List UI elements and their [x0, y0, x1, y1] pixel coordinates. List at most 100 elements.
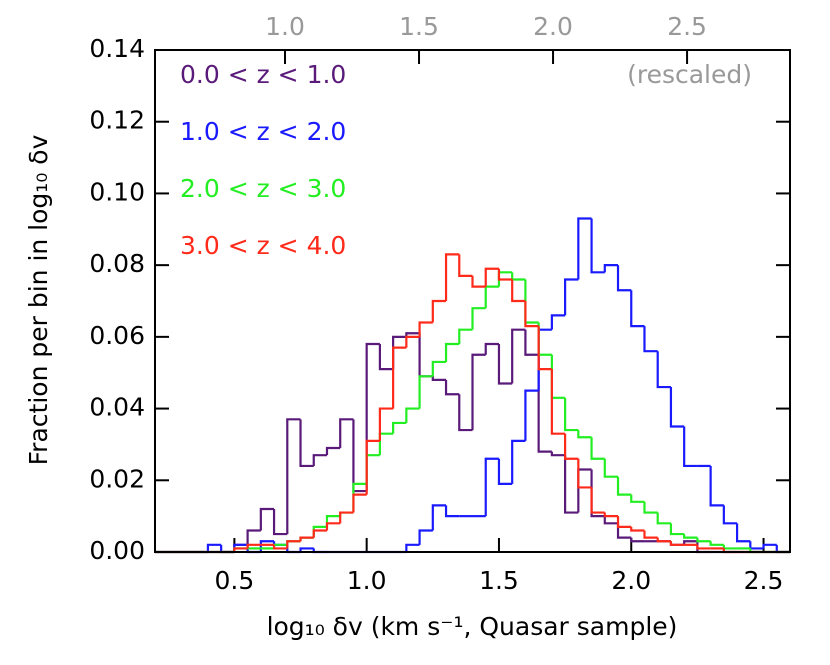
- histogram-bin: [286, 544, 301, 554]
- histogram-bin: [392, 335, 407, 370]
- histogram-bin: [735, 523, 751, 543]
- histogram-bin: [458, 394, 473, 432]
- histogram-bin: [537, 326, 552, 371]
- histogram-bin: [603, 516, 619, 525]
- histogram-bin: [564, 433, 579, 460]
- histogram-bin: [511, 439, 526, 484]
- histogram-bin: [550, 451, 566, 457]
- histogram-bin: [471, 275, 486, 288]
- histogram-bin: [352, 493, 367, 513]
- histogram-bin: [484, 285, 499, 309]
- histogram-bin: [511, 328, 526, 384]
- x-axis-label: log₁₀ δv (km s⁻¹, Quasar sample): [267, 612, 678, 641]
- y-axis-label: Fraction per bin in log₁₀ δv: [24, 134, 53, 465]
- histogram-bin: [286, 540, 301, 549]
- histogram-bin: [683, 426, 698, 468]
- histogram-bin: [656, 351, 671, 389]
- histogram-bin: [325, 515, 341, 527]
- histogram-bin: [511, 272, 526, 281]
- histogram-bin: [630, 290, 645, 328]
- histogram-bin: [590, 469, 605, 518]
- histogram-bin: [577, 430, 592, 439]
- histogram-bin: [696, 537, 711, 543]
- y-tick-label: 0.00: [89, 536, 145, 565]
- histogram-bin: [418, 529, 433, 545]
- histogram-bin: [616, 265, 632, 292]
- histogram-bin: [418, 375, 433, 409]
- histogram-bin: [683, 534, 698, 539]
- x-tick-label: 1.0: [347, 566, 387, 595]
- histogram-bin: [484, 457, 499, 517]
- y-tick-label: 0.02: [89, 464, 145, 493]
- histogram-bin: [590, 218, 605, 274]
- histogram-bin: [339, 511, 354, 524]
- histogram-bin: [669, 523, 685, 536]
- histogram-bin: [272, 508, 288, 536]
- histogram-bin: [365, 342, 380, 492]
- histogram-bin: [484, 267, 499, 287]
- histogram-bin: [392, 421, 407, 434]
- x-tick-label: 0.5: [214, 566, 254, 595]
- histogram-bin: [405, 407, 420, 423]
- histogram-bin: [312, 454, 327, 466]
- histogram-bin: [431, 504, 447, 531]
- histogram-bin: [643, 501, 658, 514]
- histogram-bin: [643, 326, 658, 353]
- histogram-bin: [577, 217, 592, 280]
- histogram-bin: [444, 253, 460, 301]
- histogram-bin: [643, 530, 658, 539]
- histogram-bin: [616, 523, 632, 539]
- legend-label: 3.0 < z < 4.0: [180, 231, 346, 260]
- histogram-bin: [656, 512, 671, 525]
- histogram-bin: [616, 476, 632, 496]
- histogram-bin: [683, 540, 698, 545]
- histogram-bin: [524, 389, 539, 441]
- histogram-bin: [564, 455, 579, 514]
- histogram-bin: [246, 543, 261, 549]
- histogram-bin: [259, 540, 275, 552]
- histogram-bin: [272, 544, 288, 550]
- histogram-bin: [378, 344, 394, 371]
- x-tick-label: 2.0: [611, 566, 651, 595]
- histogram-bin: [537, 328, 552, 391]
- histogram-bin: [550, 314, 566, 330]
- histogram-bin: [669, 541, 685, 546]
- histogram-bin: [286, 418, 301, 535]
- y-tick-label: 0.04: [89, 393, 145, 422]
- histogram-bin: [709, 465, 724, 507]
- histogram-bin: [497, 268, 513, 281]
- histogram-bin: [378, 407, 394, 441]
- y-tick-label: 0.12: [89, 106, 145, 135]
- histogram-bin: [497, 344, 513, 385]
- y-tick-label: 0.08: [89, 249, 145, 278]
- histogram-bin: [564, 278, 579, 316]
- histogram-bin: [418, 321, 433, 337]
- histogram-bin: [709, 541, 724, 546]
- histogram-bin: [299, 547, 314, 552]
- histogram-bin: [511, 279, 526, 303]
- histogram-bin: [431, 376, 447, 381]
- histogram-bin: [762, 543, 777, 549]
- histogram-bin: [590, 437, 605, 460]
- histogram-bin: [656, 537, 671, 543]
- histogram-bin: [418, 333, 433, 378]
- histogram-bin: [603, 458, 619, 478]
- histogram-bin: [630, 526, 645, 532]
- histogram-bin: [590, 487, 605, 514]
- histogram-bin: [246, 529, 261, 545]
- histogram-bin: [431, 299, 447, 323]
- histogram-bin: [325, 446, 341, 456]
- legend-label: 2.0 < z < 3.0: [180, 174, 346, 203]
- histogram-bin: [577, 458, 592, 489]
- legend-label: 0.0 < z < 1.0: [180, 60, 346, 89]
- histogram-bin: [550, 369, 566, 435]
- histogram-bin: [564, 397, 579, 432]
- y-tick-label: 0.10: [89, 177, 145, 206]
- histogram-bin: [471, 353, 486, 431]
- histogram-bin: [405, 332, 420, 337]
- histogram-bin: [524, 301, 539, 328]
- histogram-bin: [299, 536, 314, 542]
- histogram-bin: [550, 354, 566, 399]
- histogram-bin: [458, 328, 473, 345]
